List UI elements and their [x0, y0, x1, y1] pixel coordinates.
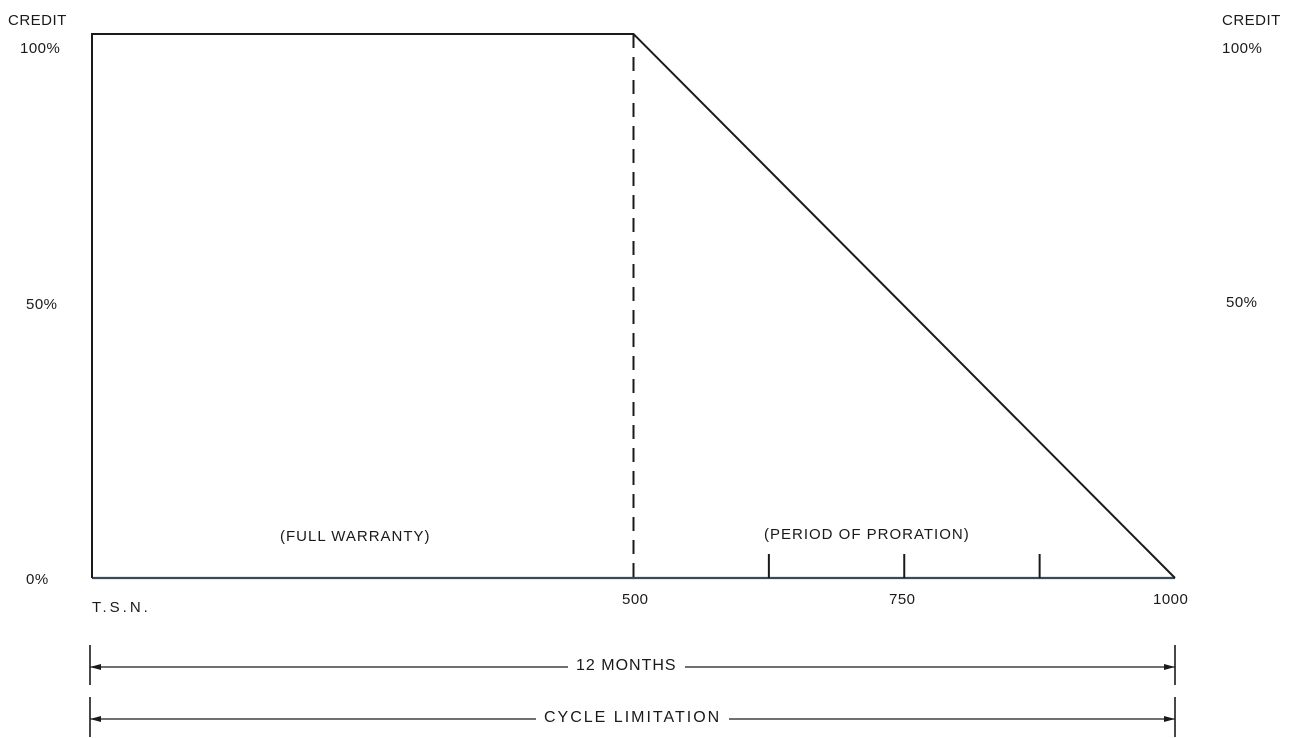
full-warranty-label: (FULL WARRANTY) [280, 528, 431, 545]
x-origin-label: T.S.N. [92, 599, 151, 616]
left-y-tick-0: 0% [26, 571, 49, 588]
proration-label: (PERIOD OF PRORATION) [764, 526, 970, 543]
chart-marks [91, 33, 1176, 579]
right-y-tick-50: 50% [1226, 294, 1258, 311]
x-tick-1000: 1000 [1153, 591, 1189, 608]
right-axis-title: CREDIT [1222, 12, 1281, 29]
credit-series-line-0 [91, 33, 1176, 579]
twelve-months-label: 12 MONTHS [568, 657, 685, 675]
dimension-arrow-right-1 [1164, 716, 1175, 722]
dimension-arrow-right-0 [1164, 664, 1175, 670]
cycle-limitation-label: CYCLE LIMITATION [536, 709, 730, 727]
left-y-tick-50: 50% [26, 296, 58, 313]
dimension-arrow-left-1 [90, 716, 101, 722]
x-tick-500: 500 [622, 591, 649, 608]
left-y-tick-100: 100% [20, 40, 61, 57]
left-axis-title: CREDIT [8, 12, 67, 29]
dimension-arrow-left-0 [90, 664, 101, 670]
right-y-tick-100: 100% [1222, 40, 1263, 57]
x-tick-750: 750 [889, 591, 916, 608]
